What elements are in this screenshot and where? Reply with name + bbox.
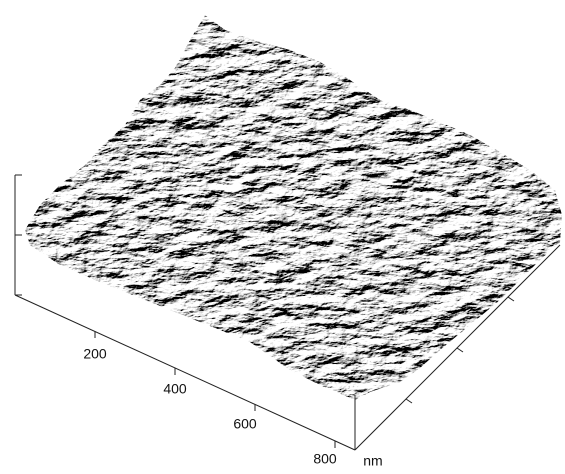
tick-label: 400 <box>163 381 187 397</box>
z-axis <box>14 174 22 296</box>
x-axis <box>14 294 356 451</box>
tick-label: 800 <box>313 451 337 467</box>
tick-label: 200 <box>83 346 107 362</box>
surface <box>25 15 562 400</box>
tick-label: 600 <box>233 416 257 432</box>
unit-label: nm <box>363 453 382 469</box>
axis-labels: 200 400 600 800 nm <box>83 346 382 469</box>
y-axis <box>354 244 561 451</box>
